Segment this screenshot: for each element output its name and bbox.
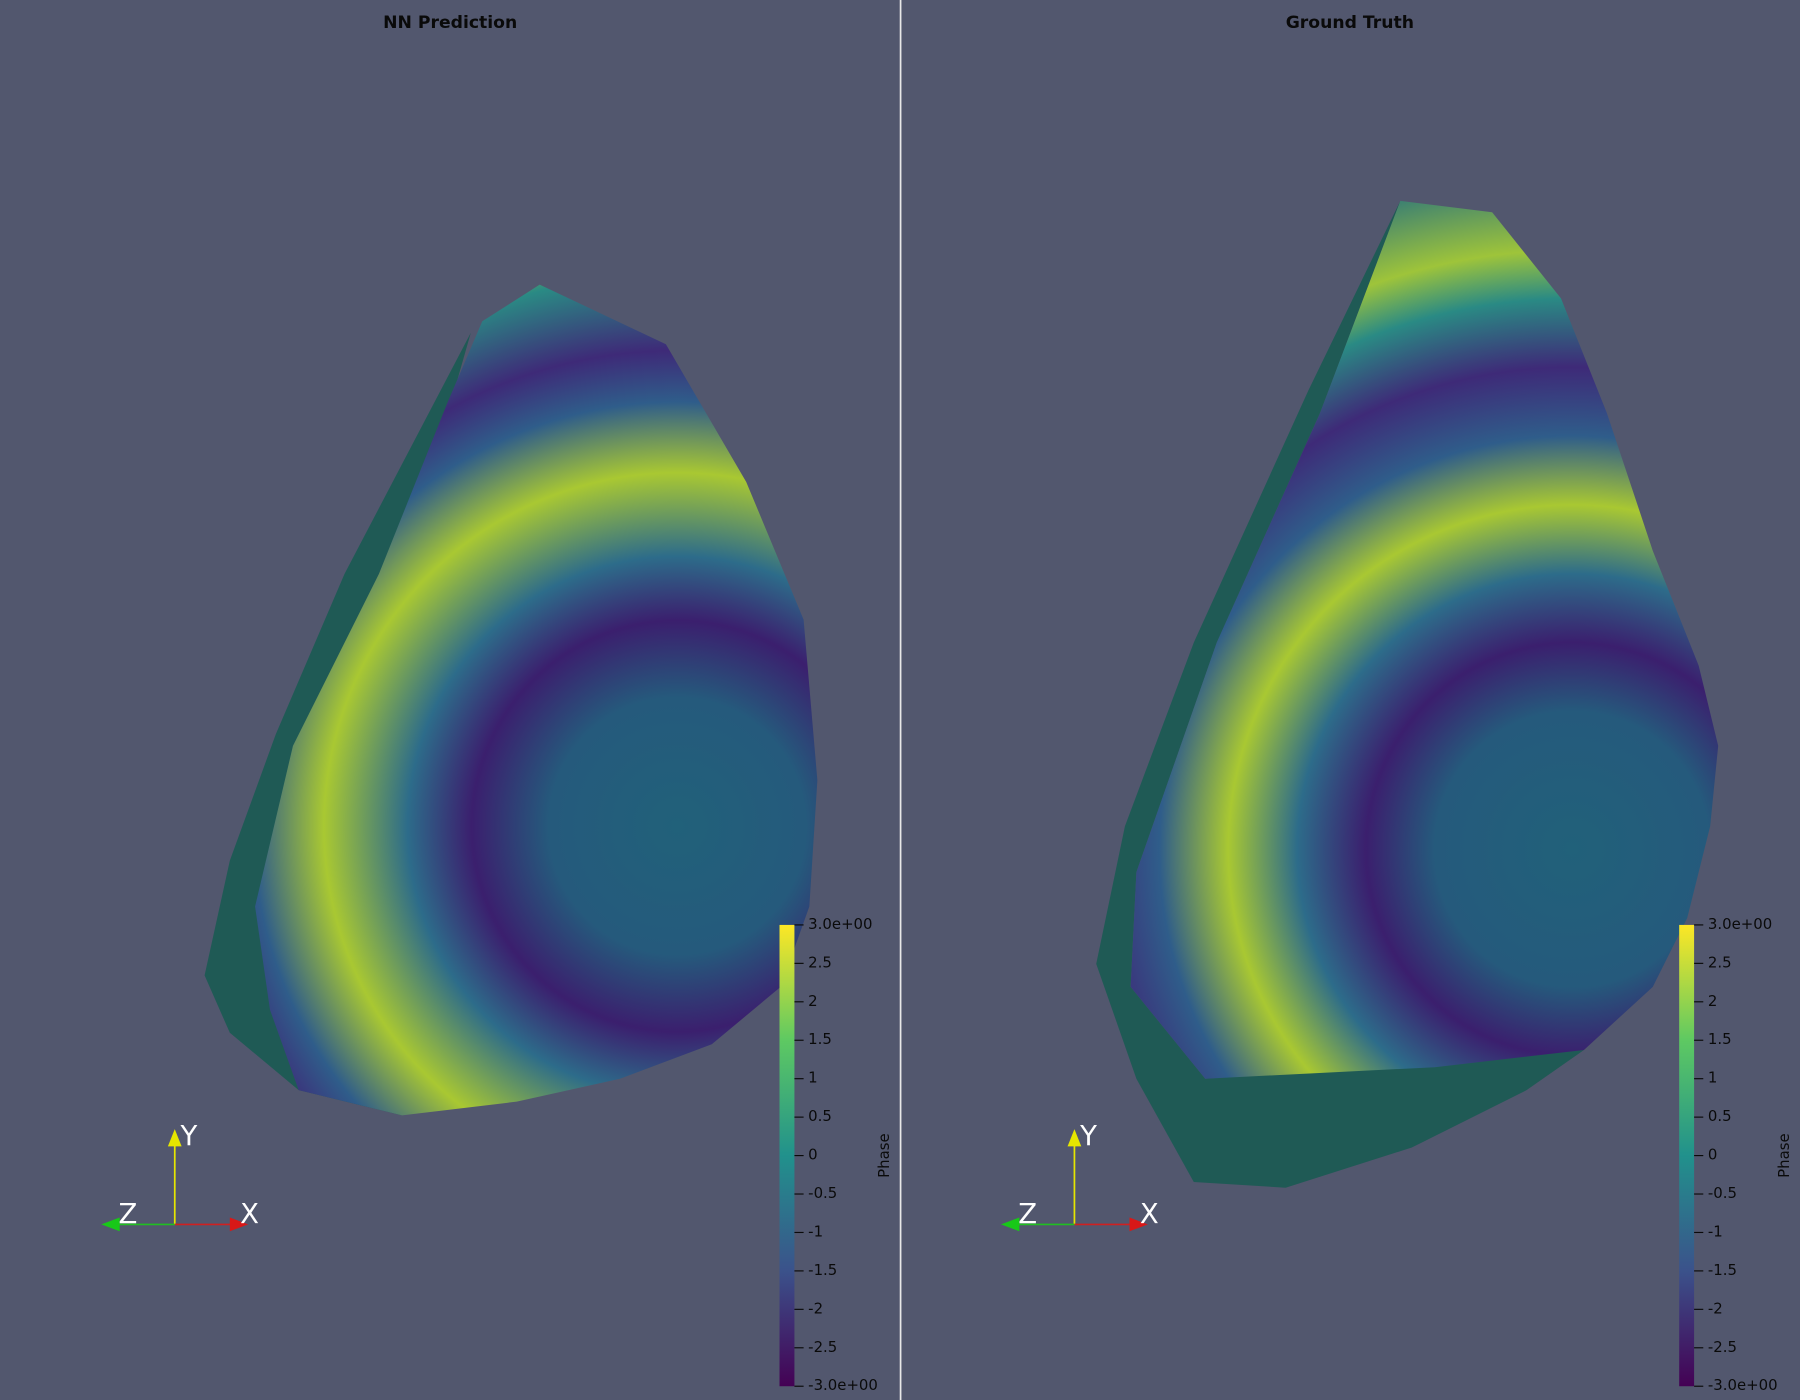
axis-label-y: Y [1079, 1120, 1097, 1152]
colorbar-tick-label: -1 [808, 1222, 823, 1240]
viewport-title: NN Prediction [383, 13, 517, 33]
surface-mesh [1130, 200, 1719, 1079]
colorbar-tick-label: -2 [808, 1299, 823, 1317]
axis-label-x: X [1140, 1198, 1159, 1230]
surface-mesh [255, 284, 818, 1116]
axis-x-head [229, 1217, 249, 1232]
colorbar-tick-label: 2 [1708, 992, 1717, 1010]
colorbar-tick-label: 2.5 [1708, 953, 1732, 971]
viewport: NN Prediction 3.0e+00 2.5 2 1.5 1 0.5 0 -0.5 -1 -1… [101, 13, 893, 1394]
colorbar-tick-label: -1.5 [1708, 1261, 1737, 1279]
axis-label-x: X [240, 1198, 259, 1230]
colorbar-tick-label: -3.0e+00 [1708, 1376, 1778, 1394]
axis-y-head [1067, 1129, 1082, 1147]
colorbar-tick-label: -0.5 [1708, 1184, 1737, 1202]
axis-y-head [167, 1129, 182, 1147]
colorbar-tick-label: -3.0e+00 [808, 1376, 878, 1394]
axis-label-z: Z [1018, 1198, 1037, 1230]
colorbar-tick-label: 1 [1708, 1069, 1717, 1087]
colorbar-tick-label: 0.5 [1708, 1107, 1732, 1125]
viewport-title: Ground Truth [1286, 13, 1414, 33]
colorbar [1679, 924, 1695, 1387]
axis-label-z: Z [119, 1198, 138, 1230]
colorbar-tick-label: -0.5 [808, 1184, 837, 1202]
colorbar-tick-label: 0 [1708, 1146, 1717, 1164]
axis-x-head [1129, 1217, 1148, 1232]
colorbar-tick-label: 2 [808, 992, 817, 1010]
colorbar-tick-label: -1 [1708, 1222, 1723, 1240]
colorbar-tick-label: 1 [808, 1069, 817, 1087]
colorbar-tick-label: -2.5 [1708, 1338, 1737, 1356]
colorbar-title: Phase [1775, 1133, 1793, 1178]
colorbar-tick-label: 3.0e+00 [808, 915, 872, 933]
axis-z-head [1000, 1217, 1020, 1232]
colorbar [779, 924, 795, 1387]
colorbar-tick-label: 3.0e+00 [1708, 915, 1772, 933]
colorbar-tick-label: -2 [1708, 1299, 1723, 1317]
colorbar-title: Phase [875, 1133, 893, 1178]
colorbar-tick-label: 2.5 [808, 953, 832, 971]
viewport: Ground Truth 3.0e+00 2.5 2 1.5 1 0.5 0 -0.5 -1 -1.… [1000, 13, 1793, 1394]
colorbar-tick-label: -1.5 [808, 1261, 837, 1279]
colorbar-tick-label: 1.5 [1708, 1030, 1732, 1048]
colorbar-tick-label: 1.5 [808, 1030, 832, 1048]
axis-z-head [101, 1217, 120, 1232]
colorbar-tick-label: 0.5 [808, 1107, 832, 1125]
surface-side [1096, 200, 1584, 1188]
axis-label-y: Y [179, 1120, 197, 1152]
colorbar-tick-label: -2.5 [808, 1338, 837, 1356]
colorbar-tick-label: 0 [808, 1146, 817, 1164]
